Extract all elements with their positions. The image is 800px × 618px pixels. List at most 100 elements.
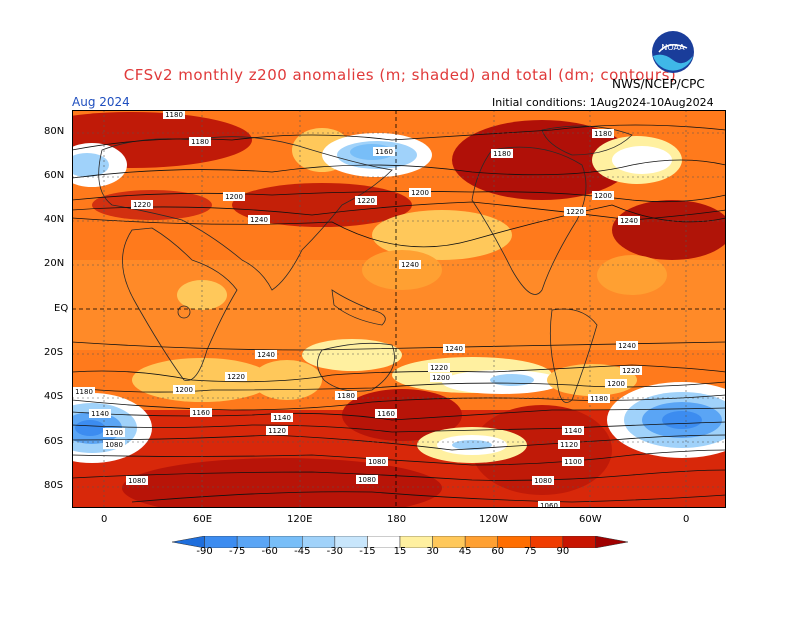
contour-label: 1140	[273, 414, 291, 422]
valid-month: Aug 2024	[72, 95, 130, 109]
contour-label-bg	[588, 394, 610, 403]
contour-label-bg	[562, 426, 584, 435]
contour-label: 1200	[432, 374, 450, 382]
contour-label-bg	[126, 476, 148, 485]
contour-label-bg	[89, 409, 111, 418]
lat-tick-20n: 20N	[44, 258, 65, 269]
map-frame	[72, 110, 726, 508]
colorbar-label: -60	[261, 546, 278, 557]
contour-label: 1240	[257, 351, 275, 359]
colorbar-label: -15	[359, 546, 376, 557]
colorbar-cell	[595, 536, 628, 548]
lat-tick-40n: 40N	[44, 214, 65, 225]
contour-label: 1240	[618, 342, 636, 350]
contour-label-bg	[620, 366, 642, 375]
contour-label-bg	[373, 147, 395, 156]
contour-label: 1220	[566, 208, 584, 216]
contour-label: 1180	[594, 130, 612, 138]
contour-label: 1200	[175, 386, 193, 394]
contour-label-bg	[428, 363, 450, 372]
lat-tick-80n: 80N	[44, 126, 65, 137]
contour-label: 1220	[133, 201, 151, 209]
contour-label-bg	[189, 137, 211, 146]
contour-label: 1200	[225, 193, 243, 201]
contour-label-bg	[443, 344, 465, 353]
lon-tick-0: 0	[101, 514, 108, 525]
contour-label-bg	[73, 387, 95, 396]
initial-conditions: Initial conditions: 1Aug2024-10Aug2024	[492, 96, 714, 109]
contour-label-bg	[335, 391, 357, 400]
contour-label-bg	[103, 440, 125, 449]
lat-tick-eq: EQ	[54, 303, 69, 314]
contour-label: 1240	[401, 261, 419, 269]
lat-tick-80s: 80S	[44, 480, 64, 491]
contour-label: 1220	[622, 367, 640, 375]
contour-label-bg	[409, 188, 431, 197]
contour-label-bg	[538, 501, 560, 508]
colorbar-label: -75	[228, 546, 246, 557]
contour-label-bg	[605, 379, 627, 388]
lon-tick-60w: 60W	[579, 514, 602, 525]
coastlines	[98, 125, 633, 403]
contour-label: 1080	[105, 441, 123, 449]
contour-label: 1220	[357, 197, 375, 205]
contour-label-bg	[532, 476, 554, 485]
contour-label: 1080	[368, 458, 386, 466]
lon-tick-120w: 120W	[479, 514, 508, 525]
contour-label: 1180	[590, 395, 608, 403]
colorbar-label: -90	[196, 546, 213, 557]
colorbar-label: -45	[294, 546, 311, 557]
contour-label: 1120	[268, 427, 286, 435]
colorbar	[172, 536, 628, 548]
colorbar-label: 60	[491, 546, 505, 557]
contour-label-bg	[375, 409, 397, 418]
contour-label: 1160	[377, 410, 395, 418]
contour-label-bg	[163, 110, 185, 119]
map-gridlines	[72, 110, 726, 508]
noaa-logo-text: NOAA	[661, 43, 685, 52]
contour-label-bg	[266, 426, 288, 435]
contour-label-bg	[618, 216, 640, 225]
contour-label-bg	[616, 341, 638, 350]
contour-label: 1240	[445, 345, 463, 353]
contour-label-bg	[356, 475, 378, 484]
lat-tick-20s: 20S	[44, 347, 64, 358]
lon-tick-120e: 120E	[287, 514, 313, 525]
contour-label: 1080	[534, 477, 552, 485]
height-contours	[72, 124, 726, 503]
colorbar-label: 75	[523, 546, 537, 557]
anomaly-map: 1180 1180 1160 1180 1180 1220 1200 1220 1200 1240…	[72, 110, 726, 508]
contour-label-bg	[190, 408, 212, 417]
contour-label: 1180	[165, 111, 183, 119]
contour-label: 1100	[564, 458, 582, 466]
contour-label-bg	[366, 457, 388, 466]
lon-tick-0-right: 0	[683, 514, 690, 525]
contour-label-bg	[399, 260, 421, 269]
contour-label-bg	[173, 385, 195, 394]
contour-label: 1200	[594, 192, 612, 200]
contour-label-bg	[103, 428, 125, 437]
contour-label: 1100	[105, 429, 123, 437]
map-major-gridlines	[72, 110, 726, 508]
lat-tick-60s: 60S	[44, 436, 64, 447]
contour-label: 1180	[75, 388, 93, 396]
colorbar-label: 45	[458, 546, 472, 557]
contour-label: 1140	[91, 410, 109, 418]
colorbar-label: 30	[426, 546, 439, 557]
contour-label-bg	[225, 372, 247, 381]
contour-label: 1180	[191, 138, 209, 146]
contour-label: 1080	[358, 476, 376, 484]
contour-label: 1140	[564, 427, 582, 435]
chart-title: CFSv2 monthly z200 anomalies (m; shaded)…	[123, 66, 677, 84]
contour-label: 1200	[411, 189, 429, 197]
contour-label: 1240	[620, 217, 638, 225]
lon-tick-180: 180	[387, 514, 407, 525]
contour-label: 1220	[430, 364, 448, 372]
contour-label: 1060	[540, 502, 558, 508]
agency-label: NWS/NCEP/CPC	[612, 77, 705, 91]
contour-label-bg	[564, 207, 586, 216]
contour-label-bg	[255, 350, 277, 359]
contour-label: 1160	[375, 148, 393, 156]
contour-label-bg	[491, 149, 513, 158]
contour-label: 1180	[493, 150, 511, 158]
